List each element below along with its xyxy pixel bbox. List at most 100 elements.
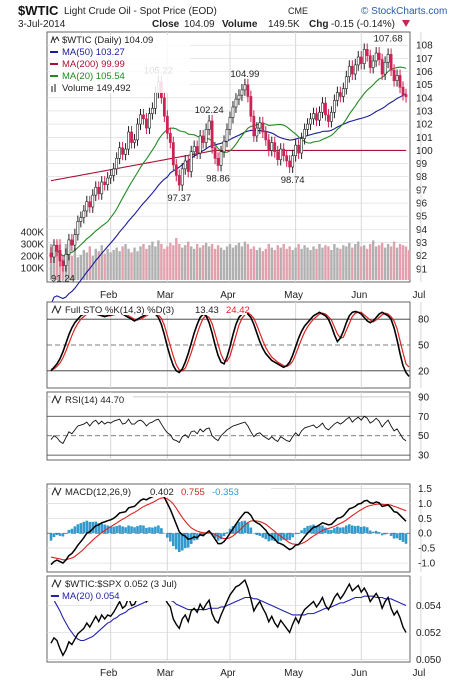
price-candle-body <box>82 210 86 218</box>
price-tick-label: 95 <box>416 212 428 223</box>
macd-histogram-bar <box>303 527 306 534</box>
price-candle-body <box>109 175 113 179</box>
price-tick-label: 101 <box>416 133 433 144</box>
price-candle-body <box>171 142 175 166</box>
price-annotation: 107.68 <box>374 33 403 44</box>
price-candle-body <box>374 52 378 62</box>
price-candle-body <box>183 160 187 170</box>
price-candle-body <box>97 186 101 195</box>
volume-bar <box>121 246 124 280</box>
price-candle-body <box>124 148 127 155</box>
price-candle-body <box>121 147 124 155</box>
volume-bar <box>139 246 142 280</box>
volume-legend-icon <box>51 86 53 92</box>
close-value: 104.09 <box>184 19 215 30</box>
price-candle-body <box>61 260 65 266</box>
volume-bar <box>273 250 276 280</box>
price-candle-body <box>255 127 259 137</box>
volume-bar <box>109 252 112 280</box>
price-candle-body <box>195 146 199 154</box>
volume-bar <box>333 244 336 280</box>
volume-bar <box>366 248 369 280</box>
volume-bar <box>270 247 273 280</box>
macd-histogram-bar <box>368 530 372 534</box>
ratio-line <box>50 578 407 657</box>
price-candle-body <box>279 148 283 160</box>
price-tick-label: 105 <box>416 80 433 91</box>
macd-signal-line <box>50 497 407 561</box>
volume-bar <box>297 244 300 280</box>
macd-tick-label: 1.0 <box>418 499 432 510</box>
price-candle-body <box>335 92 339 101</box>
volume-bar <box>184 245 187 280</box>
volume-bar <box>145 248 148 280</box>
price-candle-body <box>201 135 205 143</box>
macd-histogram-bar <box>49 533 53 541</box>
macd-histogram-bar <box>61 533 65 537</box>
macd-legend-label: MACD(12,26,9) <box>65 487 131 498</box>
ma200-line <box>50 149 406 182</box>
volume-bar <box>336 247 339 280</box>
price-candle-body <box>300 138 303 154</box>
macd-histogram-bar <box>139 525 142 534</box>
price-candle-body <box>338 92 342 97</box>
volume-bar <box>228 244 232 280</box>
sto-tick-label: 20 <box>418 366 430 377</box>
volume-bar <box>237 242 241 280</box>
macd-histogram-bar <box>264 533 268 540</box>
volume-bar <box>291 250 294 280</box>
macd-tick-label: 1.5 <box>418 484 432 495</box>
price-panel: 91 92 93 94 95 96 97 98 99 100 101 102 103 104 105 106 1… <box>21 31 433 305</box>
price-legend-icon <box>50 35 60 44</box>
price-candle-body <box>303 129 306 139</box>
legend-ma: MA(200) 99.99 <box>62 59 125 70</box>
volume-bar <box>192 248 196 280</box>
volume-bar <box>324 245 327 280</box>
volume-bar <box>261 251 265 280</box>
price-candle-body <box>127 131 130 150</box>
volume-bar <box>166 246 169 280</box>
volume-bar <box>115 247 118 280</box>
volume-bar <box>88 246 91 280</box>
month-label: May <box>284 290 303 301</box>
exchange-label: CME <box>288 6 308 16</box>
price-annotation: 97.37 <box>167 193 191 204</box>
volume-bar <box>383 247 387 280</box>
volume-bar <box>231 247 235 280</box>
macd-histogram-bar <box>291 533 294 538</box>
price-candle-body <box>118 147 122 159</box>
macd-histogram-bar <box>294 533 297 535</box>
volume-bar <box>91 256 94 280</box>
volume-bar <box>321 247 324 280</box>
macd-histogram-bar <box>127 525 130 534</box>
price-candle-body <box>210 120 214 149</box>
price-candle-body <box>168 133 172 143</box>
rsi-tick-label: 70 <box>418 412 430 423</box>
price-candle-body <box>285 155 289 162</box>
price-candle-body <box>222 140 226 153</box>
volume-bar <box>79 254 83 280</box>
price-candle-body <box>204 129 208 143</box>
macd-histogram-bar <box>401 533 405 542</box>
price-tick-label: 98 <box>416 172 428 183</box>
price-candle-body <box>139 114 142 125</box>
volume-bar <box>249 248 253 280</box>
stochastic-panel: 80 50 20 Full STO %K(14,3) %D(3) 13.43 24.42 <box>46 301 430 389</box>
volume-bar <box>175 238 178 280</box>
volume-bar <box>151 241 154 280</box>
price-candle-body <box>49 252 53 258</box>
price-tick-label: 91 <box>416 264 428 275</box>
volume-bar <box>52 257 56 280</box>
price-candle-body <box>73 234 77 246</box>
volume-bar <box>252 246 256 280</box>
volume-bar <box>178 244 181 280</box>
macd-histogram-bar <box>374 530 378 534</box>
price-candle-body <box>145 118 148 129</box>
price-candle-body <box>398 75 402 88</box>
price-tick-label: 102 <box>416 120 433 131</box>
macd-histogram-bar <box>386 533 390 534</box>
price-candle-body <box>395 75 399 81</box>
macd-histogram-bar <box>112 526 115 534</box>
price-candle-body <box>365 49 369 56</box>
